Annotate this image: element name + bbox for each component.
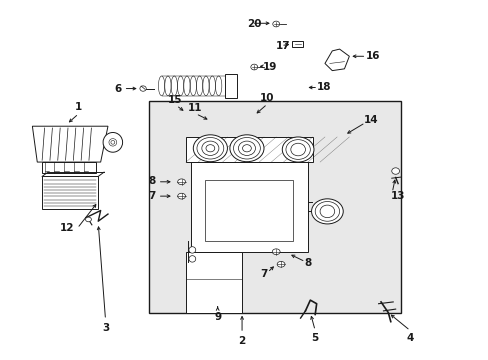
Ellipse shape xyxy=(272,21,279,27)
Ellipse shape xyxy=(391,168,399,174)
Text: 4: 4 xyxy=(406,333,413,343)
Bar xyxy=(224,74,237,98)
Polygon shape xyxy=(32,126,108,162)
Ellipse shape xyxy=(85,217,91,222)
Text: 2: 2 xyxy=(238,336,245,346)
Text: 19: 19 xyxy=(263,62,277,72)
Text: 20: 20 xyxy=(246,19,261,29)
Ellipse shape xyxy=(311,199,343,224)
Ellipse shape xyxy=(193,135,227,162)
Bar xyxy=(205,180,293,241)
Text: 17: 17 xyxy=(276,41,290,51)
Text: 15: 15 xyxy=(167,95,182,105)
Text: 5: 5 xyxy=(311,333,318,343)
Ellipse shape xyxy=(272,249,280,255)
Ellipse shape xyxy=(282,137,313,162)
Text: 13: 13 xyxy=(390,191,405,201)
Ellipse shape xyxy=(277,261,285,267)
Ellipse shape xyxy=(250,64,257,70)
Bar xyxy=(42,162,96,173)
Text: 12: 12 xyxy=(60,224,75,233)
Text: 3: 3 xyxy=(102,323,109,333)
Text: 7: 7 xyxy=(260,269,267,279)
Ellipse shape xyxy=(140,86,146,91)
Text: 9: 9 xyxy=(214,312,221,322)
Text: 11: 11 xyxy=(187,103,202,113)
Bar xyxy=(185,252,242,313)
Ellipse shape xyxy=(229,135,264,162)
Ellipse shape xyxy=(177,193,185,199)
Ellipse shape xyxy=(177,179,185,185)
Text: 7: 7 xyxy=(147,191,155,201)
Ellipse shape xyxy=(188,256,195,262)
Bar xyxy=(42,176,98,209)
Bar xyxy=(190,162,307,252)
Bar xyxy=(149,101,400,313)
Text: 14: 14 xyxy=(363,115,378,125)
Bar xyxy=(292,41,303,47)
Ellipse shape xyxy=(188,247,195,253)
Text: 18: 18 xyxy=(316,82,330,93)
Text: 16: 16 xyxy=(365,51,379,61)
Bar xyxy=(185,137,312,162)
Polygon shape xyxy=(325,49,348,71)
Ellipse shape xyxy=(103,132,122,152)
Text: 8: 8 xyxy=(148,176,155,186)
Text: 6: 6 xyxy=(114,84,122,94)
Text: 8: 8 xyxy=(304,258,310,268)
Text: 1: 1 xyxy=(75,102,82,112)
Text: 10: 10 xyxy=(260,93,274,103)
